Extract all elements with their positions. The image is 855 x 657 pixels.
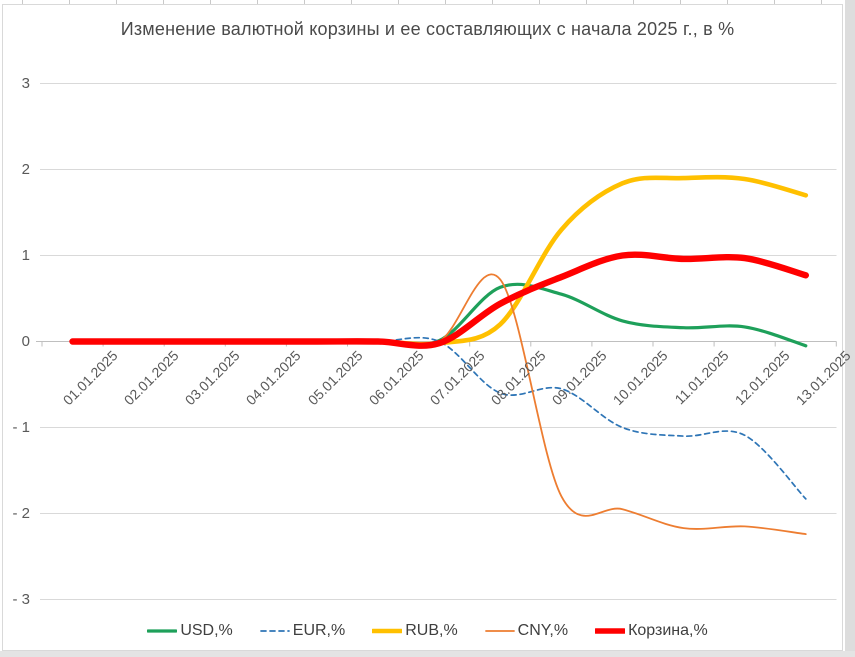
legend-label: CNY,% bbox=[517, 622, 569, 639]
column-divider-tick bbox=[539, 0, 540, 4]
chart-title: Изменение валютной корзины и ее составля… bbox=[120, 19, 735, 39]
series-line-0 bbox=[70, 282, 808, 348]
legend-item: CNY,% bbox=[484, 622, 569, 640]
y-axis-label: 1 bbox=[21, 246, 30, 264]
legend-label: EUR,% bbox=[292, 622, 346, 639]
column-divider-tick bbox=[257, 0, 258, 4]
legend-line-swatch bbox=[372, 628, 403, 634]
legend-line-swatch bbox=[147, 629, 178, 633]
spreadsheet-right-edge bbox=[845, 0, 855, 657]
column-divider-tick bbox=[633, 0, 634, 4]
column-divider-tick bbox=[774, 0, 775, 4]
column-divider-tick bbox=[821, 0, 822, 4]
legend-label: RUB,% bbox=[405, 622, 458, 639]
column-divider-tick bbox=[116, 0, 117, 4]
column-divider-tick bbox=[586, 0, 587, 4]
legend-label: Корзина,% bbox=[628, 622, 708, 639]
legend: USD,% EUR,% RUB,% CNY,% Корзина,% bbox=[0, 620, 855, 642]
y-axis-label: 2 bbox=[21, 160, 30, 178]
series-line-4 bbox=[69, 251, 809, 349]
legend-item: Корзина,% bbox=[595, 622, 708, 640]
column-divider-tick bbox=[69, 0, 70, 4]
column-divider-tick bbox=[304, 0, 305, 4]
y-axis-label: 0 bbox=[21, 332, 30, 350]
legend-line-swatch bbox=[595, 628, 626, 634]
y-axis-label: - 2 bbox=[12, 504, 30, 522]
y-axis-label: - 3 bbox=[12, 590, 30, 608]
column-divider-tick bbox=[351, 0, 352, 4]
legend-line-swatch bbox=[259, 630, 290, 632]
legend-item: EUR,% bbox=[259, 622, 346, 640]
column-divider-tick bbox=[727, 0, 728, 4]
legend-item: RUB,% bbox=[372, 622, 458, 640]
column-divider-tick bbox=[680, 0, 681, 4]
spreadsheet-top-edge bbox=[0, 0, 855, 4]
column-divider-tick bbox=[492, 0, 493, 4]
column-divider-tick bbox=[163, 0, 164, 4]
series-line-1 bbox=[71, 336, 807, 500]
column-divider-tick bbox=[22, 0, 23, 4]
column-divider-tick bbox=[398, 0, 399, 4]
legend-label: USD,% bbox=[180, 622, 233, 639]
spreadsheet-bottom-edge bbox=[0, 651, 855, 657]
legend-line-swatch bbox=[484, 630, 515, 632]
y-axis-label: - 1 bbox=[12, 418, 30, 436]
column-divider-tick bbox=[210, 0, 211, 4]
legend-item: USD,% bbox=[147, 622, 233, 640]
y-axis-label: 3 bbox=[21, 74, 30, 92]
column-divider-tick bbox=[445, 0, 446, 4]
